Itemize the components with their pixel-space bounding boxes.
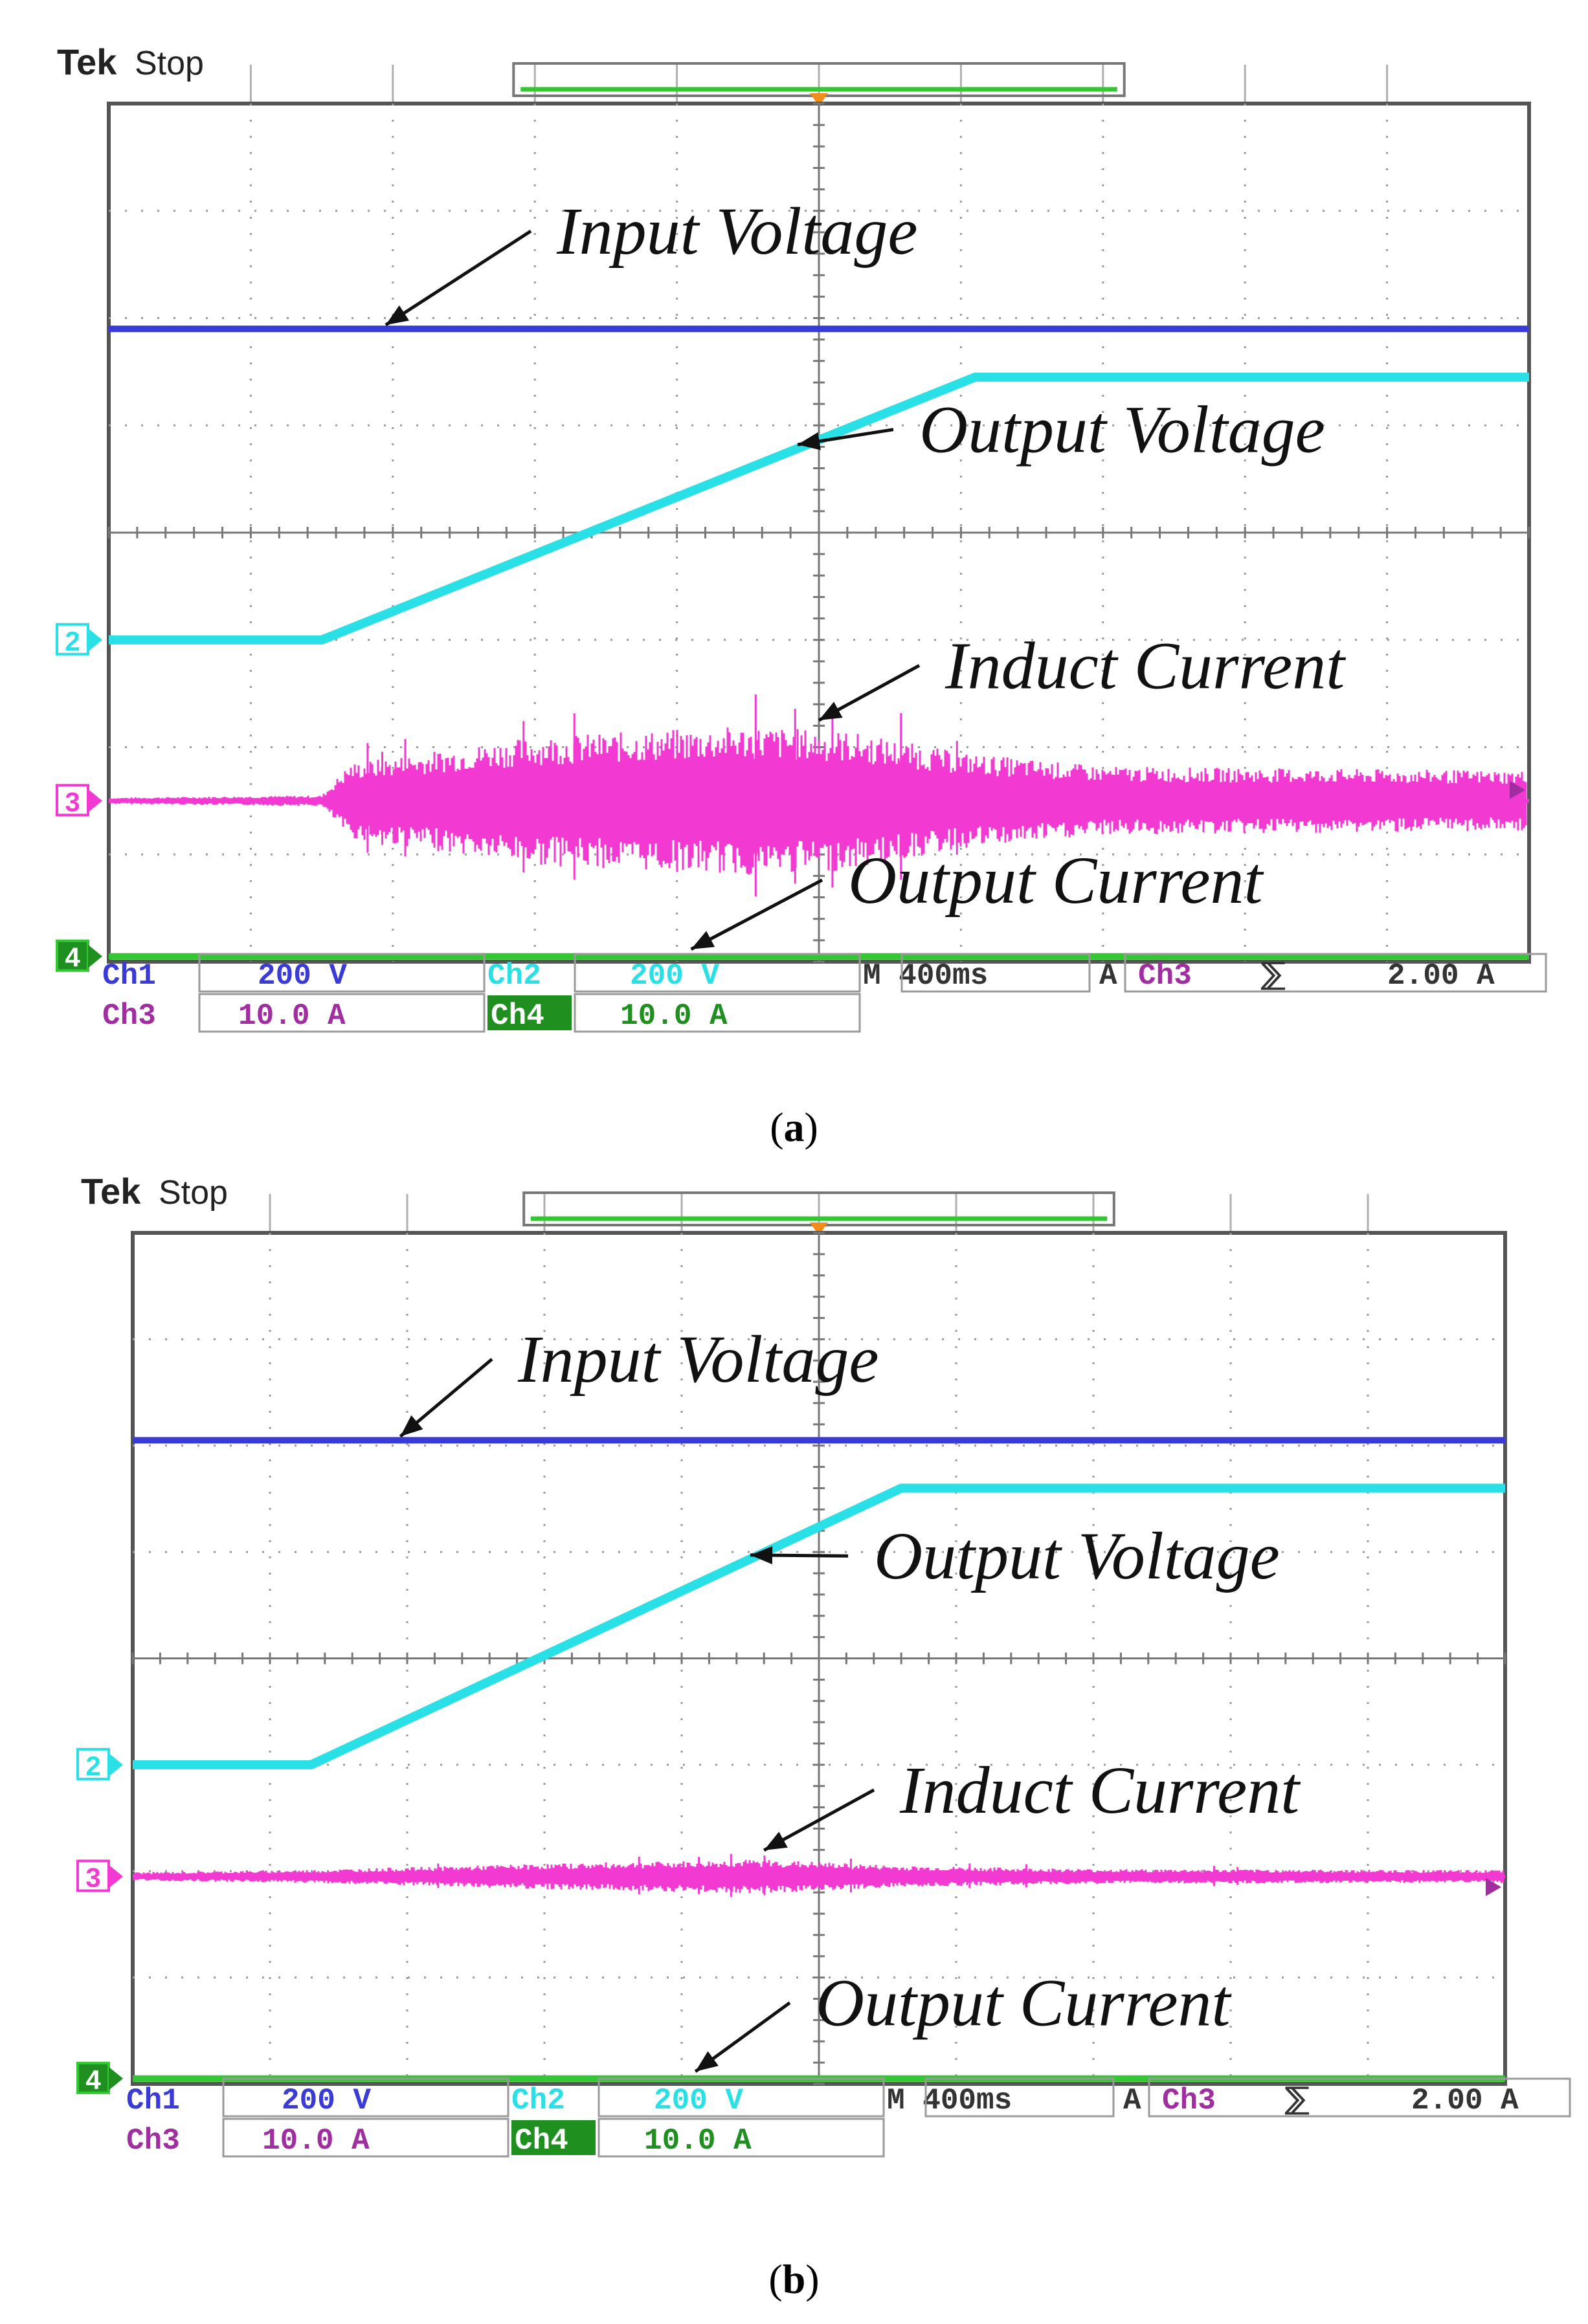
caption-letter: b [782,2256,806,2302]
annotation-arrow-line [690,878,823,951]
ch2-label: Ch2 [487,959,541,993]
annotation-arrow-line [385,229,532,327]
trigger-level: 2.00 A [1387,959,1495,993]
annotation-output-voltage: Output Voltage [919,393,1325,467]
caption-open-paren: ( [768,2256,783,2302]
annotation-arrowhead-icon [819,702,843,720]
ch2-scale: 200 V [654,2084,743,2118]
trigger-slope-icon: ⅀ [1284,2084,1310,2118]
ch3-scale: 10.0 A [238,999,346,1033]
ch2-label: Ch2 [511,2084,565,2118]
trigger-mode: A [1123,2084,1141,2118]
scope-panel-a: Tek Stop 2 3 4 Input Voltage Output Voltage Ind… [0,41,1588,1151]
trigger-level-marker-icon [1486,1877,1501,1896]
ch3-label: Ch3 [102,999,156,1033]
channel-4-marker-label: 4 [65,942,80,973]
annotation-arrowhead-icon [385,305,409,326]
timebase-box [924,2077,1115,2118]
scope-state-label: Stop [159,1174,228,1212]
trigger-box [1124,953,1547,993]
scope-state-label: Stop [135,45,204,82]
caption-letter: a [783,1104,805,1150]
channel-4-ground-marker [56,939,89,972]
channel-4-marker-label: 4 [85,2064,101,2095]
trigger-box [1148,2077,1571,2118]
channel-2-marker-label: 2 [65,626,80,656]
channel-3-marker-arrow-icon [88,789,102,813]
panel-caption-a: (a) [0,1103,1588,1151]
channel-2-ground-marker [56,623,89,656]
ch1-label: Ch1 [126,2084,180,2118]
caption-close-paren: ) [805,2256,820,2302]
scope-panel-b: Tek Stop 2 3 4 Input Voltage Output Voltage Ind… [0,1165,1588,2324]
ch4-scale-box [574,993,861,1033]
channel-3-marker-label: 3 [65,786,80,817]
trace-ch2-output-voltage [133,1483,1505,1769]
ch1-scale: 200 V [258,959,347,993]
ch1-scale: 200 V [282,2084,371,2118]
channel-4-marker-arrow-icon [88,944,102,968]
channel-2-marker-arrow-icon [109,1753,123,1776]
ch3-scale-box [198,993,486,1033]
trace-ch2-output-voltage [109,372,1529,645]
caption-close-paren: ) [804,1104,818,1150]
annotation-input-voltage: Input Voltage [556,194,917,269]
channel-2-marker-arrow-icon [88,628,102,652]
ch3-scale-box [222,2118,509,2158]
ch4-scale: 10.0 A [620,999,728,1033]
ch4-scale: 10.0 A [644,2124,752,2158]
trigger-source: Ch3 [1162,2084,1216,2118]
trigger-level-marker-icon [1510,780,1525,799]
channel-4-marker-arrow-icon [109,2066,123,2090]
annotation-arrowhead-icon [798,432,821,450]
ch3-label: Ch3 [126,2124,180,2158]
annotation-arrowhead-icon [691,931,715,949]
ch4-label-badge [511,2120,596,2155]
scope-brand-label: Tek [81,1171,141,1212]
ch3-scale: 10.0 A [262,2124,370,2158]
ch4-scale-box [598,2118,885,2158]
ch1-scale-box [198,953,486,993]
annotation-output-current: Output Current [816,1966,1232,2041]
timebase-readout: M 400ms [863,959,988,993]
channel-3-marker-label: 3 [85,1862,100,1892]
panel-caption-b: (b) [0,2255,1588,2303]
annotation-arrowhead-icon [764,1832,788,1850]
timebase-readout: M 400ms [887,2084,1012,2118]
ch2-scale-box [598,2077,885,2118]
trigger-level: 2.00 A [1411,2084,1519,2118]
annotation-induct-current: Induct Current [899,1753,1301,1828]
annotation-output-voltage: Output Voltage [874,1519,1280,1593]
timebase-box [900,953,1091,993]
annotation-input-voltage: Input Voltage [517,1322,878,1397]
trigger-position-icon [810,1223,828,1235]
trigger-slope-icon: ⅀ [1260,959,1286,993]
ch2-scale-box [574,953,861,993]
ch2-scale: 200 V [630,959,719,993]
oscilloscope-screen-b: Tek Stop 2 3 4 Input Voltage Output Voltage Ind… [76,1171,1571,2158]
annotation-arrowhead-icon [400,1415,423,1437]
caption-open-paren: ( [770,1104,784,1150]
scope-brand-label: Tek [57,41,117,82]
ch1-label: Ch1 [102,959,156,993]
channel-4-ground-marker [76,2061,110,2094]
trigger-source: Ch3 [1138,959,1192,993]
annotation-induct-current: Induct Current [945,628,1346,703]
annotation-arrowhead-icon [750,1546,773,1565]
channel-3-ground-marker [56,784,89,817]
ch4-label-badge [487,995,572,1030]
trigger-mode: A [1099,959,1117,993]
channel-2-marker-label: 2 [85,1751,100,1781]
ch4-label: Ch4 [491,999,544,1033]
oscilloscope-screen-a: Tek Stop 2 3 4 Input Voltage Output Voltage Ind… [56,41,1547,1033]
trigger-position-icon [810,93,828,106]
ch4-label: Ch4 [515,2124,568,2158]
annotation-output-current: Output Current [848,843,1264,918]
channel-3-ground-marker [76,1859,110,1892]
channel-3-marker-arrow-icon [109,1865,123,1888]
ch1-scale-box [222,2077,509,2118]
annotation-arrowhead-icon [695,2051,719,2072]
